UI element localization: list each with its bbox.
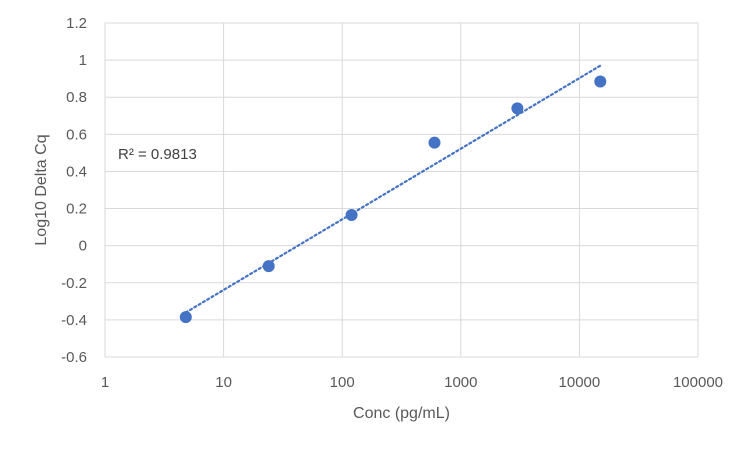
- data-point: [511, 102, 524, 115]
- data-points: [179, 75, 607, 324]
- x-tick-label: 100: [330, 374, 355, 391]
- y-tick-label: 0.4: [66, 163, 87, 180]
- x-axis-title: Conc (pg/mL): [353, 405, 450, 422]
- data-point: [262, 260, 275, 273]
- x-tick-label: 1: [101, 374, 109, 391]
- y-tick-label: 0.6: [66, 126, 87, 143]
- trendline: [184, 64, 602, 314]
- data-point: [594, 75, 607, 88]
- y-tick-label: -0.4: [61, 312, 87, 329]
- data-point: [428, 136, 441, 149]
- data-point: [179, 311, 192, 324]
- y-tick-label: -0.2: [61, 275, 87, 292]
- x-tick-label: 1000: [444, 374, 477, 391]
- data-point: [345, 209, 358, 222]
- y-tick-label: 1.2: [66, 15, 87, 32]
- x-tick-label: 10: [215, 374, 232, 391]
- y-tick-label: 0: [79, 238, 87, 255]
- y-tick-label: -0.6: [61, 349, 87, 366]
- y-tick-label: 0.8: [66, 89, 87, 106]
- gridlines: [104, 22, 699, 358]
- y-tick-label: 0.2: [66, 201, 87, 218]
- y-tick-label: 1: [79, 52, 87, 69]
- tick-labels: 1.2 1 0.8 0.6 0.4 0.2 0 -0.2 -0.4 -0.6 1 10 100 1000 1…: [61, 15, 723, 391]
- x-tick-label: 10000: [559, 374, 601, 391]
- r-squared-annotation: R² = 0.9813: [118, 146, 197, 163]
- trendline-group: [184, 64, 602, 314]
- x-tick-label: 100000: [673, 374, 723, 391]
- y-axis-title: Log10 Delta Cq: [33, 134, 50, 245]
